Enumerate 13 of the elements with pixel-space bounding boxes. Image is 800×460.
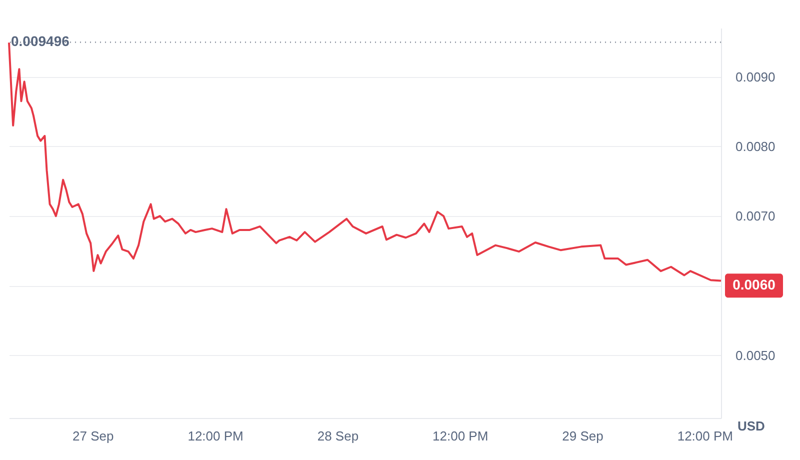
y-axis-title: USD <box>738 418 765 434</box>
x-tick-label: 29 Sep <box>562 428 604 444</box>
x-tick-label: 12:00 PM <box>432 428 488 444</box>
x-tick-label: 27 Sep <box>72 428 114 444</box>
x-tick-label: 28 Sep <box>317 428 359 444</box>
y-tick-label: 0.0080 <box>736 138 776 154</box>
annotation: 0.0060 <box>732 276 776 293</box>
x-tick-label: 12:00 PM <box>677 428 734 444</box>
y-tick-label: 0.0090 <box>736 69 776 84</box>
x-tick-label: 12:00 PM <box>188 428 244 444</box>
y-tick-label: 0.0070 <box>736 208 776 224</box>
ref-line-label: 0.009496 <box>11 33 70 50</box>
y-tick-label: 0.0050 <box>736 348 776 363</box>
